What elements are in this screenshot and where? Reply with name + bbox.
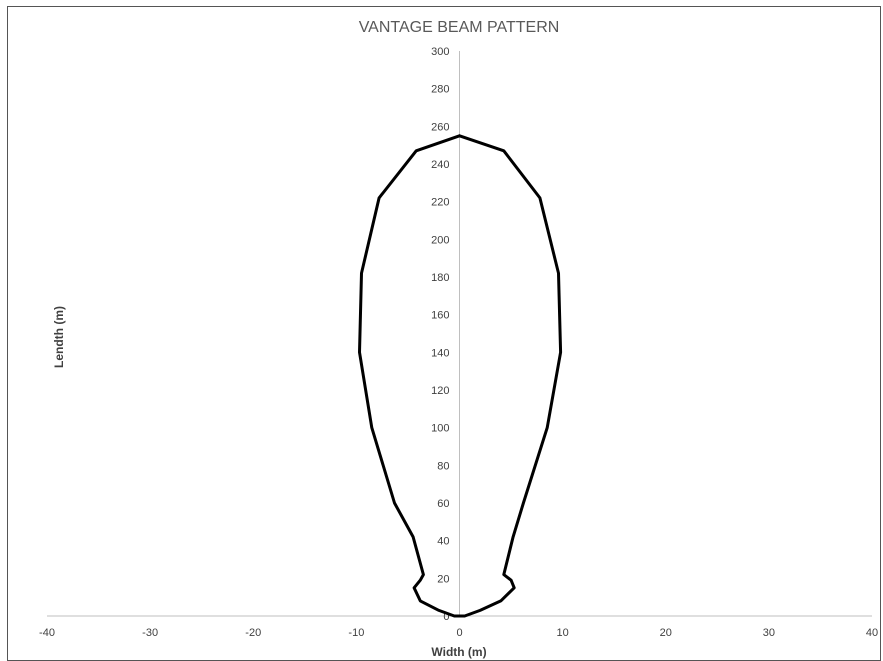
chart-frame [7, 6, 881, 661]
x-tick-labels: -40 -30 -20 -10 0 10 20 30 40 [39, 627, 878, 639]
y-tick-label: 20 [437, 573, 449, 585]
beam-pattern-line [358, 134, 563, 618]
x-tick-label: -30 [142, 627, 158, 639]
y-tick-label: 40 [437, 536, 449, 548]
series-layer [358, 134, 563, 618]
x-tick-label: 0 [456, 627, 462, 639]
y-tick-label: 220 [431, 197, 449, 209]
y-tick-label: 120 [431, 385, 449, 397]
y-tick-label: 160 [431, 310, 449, 322]
y-tick-label: 200 [431, 234, 449, 246]
x-tick-label: 30 [763, 627, 775, 639]
x-tick-label: -20 [245, 627, 261, 639]
y-tick-label: 80 [437, 460, 449, 472]
y-tick-label: 60 [437, 498, 449, 510]
x-tick-label: 20 [660, 627, 672, 639]
y-tick-label: 280 [431, 84, 449, 96]
y-tick-label: 0 [443, 611, 449, 623]
y-tick-label: 240 [431, 159, 449, 171]
chart-title: VANTAGE BEAM PATTERN [359, 19, 560, 36]
y-tick-label: 100 [431, 423, 449, 435]
y-axis-label: Lendth (m) [52, 306, 66, 368]
y-tick-label: 140 [431, 347, 449, 359]
y-tick-label: 300 [431, 46, 449, 58]
x-tick-label: -40 [39, 627, 55, 639]
x-tick-label: 10 [557, 627, 569, 639]
y-tick-labels: 0 20 40 60 80 100 120 140 160 180 200 220 240 260 280 3… [431, 46, 449, 623]
x-axis-label: Width (m) [431, 645, 486, 659]
y-tick-label: 260 [431, 121, 449, 133]
x-tick-label: -10 [348, 627, 364, 639]
x-tick-label: 40 [866, 627, 878, 639]
y-tick-label: 180 [431, 272, 449, 284]
